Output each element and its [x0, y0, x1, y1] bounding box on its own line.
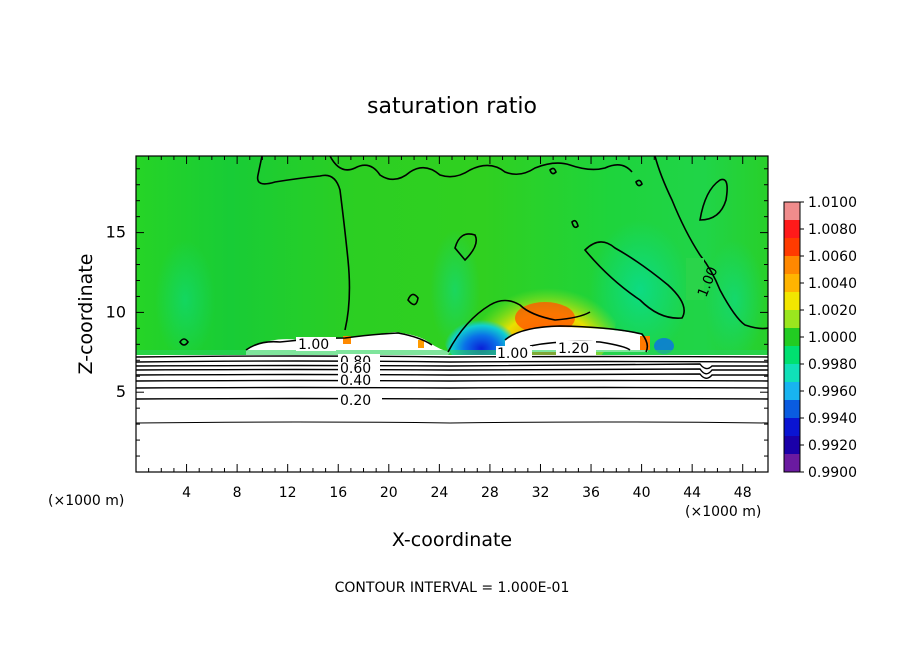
contour-1-20-inner: [529, 340, 631, 351]
contour-label: 1.20: [558, 341, 589, 357]
colorbar-swatch: [784, 310, 800, 329]
x-tick-label: 40: [633, 485, 651, 501]
contour-small-3: [549, 167, 557, 175]
colorbar-label: 1.0040: [808, 276, 857, 292]
x-tick-label: 4: [182, 485, 191, 501]
colorbar-swatch: [784, 382, 800, 401]
axis-ticks: [136, 156, 768, 472]
x-tick-label: 16: [329, 485, 347, 501]
cyan-region-left: [155, 240, 215, 360]
contour-label: 0.20: [340, 393, 371, 409]
x-tick-label: 8: [233, 485, 242, 501]
contour-0-30: [136, 386, 768, 389]
contour-0-50: [136, 373, 768, 379]
cloud-region-right: [505, 327, 649, 352]
contour-0-40: [136, 379, 768, 382]
contour-left-cloud-edge: [245, 332, 433, 351]
contour-right-cloud-edge: [504, 325, 649, 353]
contour-0-80: [136, 360, 768, 363]
x-tick-label: 24: [430, 485, 448, 501]
colorbar-swatch: [784, 364, 800, 383]
contour-small-2: [179, 338, 189, 346]
contours-lower: [136, 355, 768, 424]
colorbar-swatch: [784, 274, 800, 293]
contours-upper: [179, 156, 768, 353]
colorbar-label: 1.0080: [808, 222, 857, 238]
orange-rim-left: [343, 336, 351, 344]
colorbar-label: 0.9940: [808, 411, 857, 427]
x-tick-label: 12: [279, 485, 297, 501]
contour-1-00-right-loop: [699, 178, 728, 221]
colorbar-swatch: [784, 418, 800, 437]
boundary-strip: [136, 350, 768, 355]
x-tick-label: 48: [734, 485, 752, 501]
x-axis-title: X-coordinate: [392, 529, 512, 551]
contour-0-70: [136, 363, 768, 370]
colorbar-label: 1.0060: [808, 249, 857, 265]
contour-0-20: [136, 397, 768, 400]
colorbar-label: 0.9980: [808, 357, 857, 373]
colorbar-swatch: [784, 346, 800, 365]
x-unit-label-left: (×1000 m): [48, 493, 124, 509]
x-tick-label: 32: [532, 485, 550, 501]
contour-1-00-right: [654, 156, 768, 330]
colorbar-label: 0.9900: [808, 465, 857, 481]
orange-rim-mid: [418, 340, 424, 348]
contour-label: 0.40: [340, 373, 371, 389]
contour-interval-note: CONTOUR INTERVAL = 1.000E-01: [335, 580, 570, 596]
colorbar-swatch: [784, 220, 800, 239]
x-unit-label-right: (×1000 m): [685, 504, 761, 520]
contour-1-00-left: [256, 156, 351, 331]
colorbar-swatch: [784, 292, 800, 311]
y-tick-label: 5: [116, 382, 126, 401]
x-tick-labels: 4 8 12 16 20 24 28 32 36 40 44 48: [182, 485, 752, 501]
colorbar: 1.0100 1.0080 1.0060 1.0040 1.0020 1.0000 0.99…: [783, 195, 857, 481]
contour-label: 1.00: [497, 346, 528, 362]
contour-small-1: [407, 293, 419, 306]
x-tick-label: 36: [582, 485, 600, 501]
contour-0-90: [136, 355, 768, 358]
contour-small-4: [635, 179, 643, 187]
plot-area: 1.00 1.00 1.00 1.20 0.80 0.60 0.40 0.20: [136, 156, 768, 472]
y-tick-label: 10: [106, 302, 126, 321]
y-tick-labels: 5 10 15: [106, 223, 126, 402]
cyan-region-far-right: [705, 240, 765, 360]
colorbar-swatch: [784, 256, 800, 275]
colorbar-swatch: [784, 328, 800, 347]
colorbar-label: 1.0100: [808, 195, 857, 211]
colorbar-swatch: [784, 238, 800, 257]
x-tick-label: 20: [380, 485, 398, 501]
colorbar-swatch: [784, 202, 800, 221]
contour-1-00-patch: [583, 241, 685, 319]
colorbar-label: 0.9960: [808, 384, 857, 400]
contour-1-00-top: [329, 156, 633, 181]
lower-region: [136, 355, 768, 472]
contour-label: 1.00: [298, 337, 329, 353]
contour-labels: 1.00 1.00 1.00 1.20 0.80 0.60 0.40 0.20: [296, 258, 721, 409]
y-tick-label: 15: [106, 223, 126, 242]
contour-small-5: [571, 219, 579, 229]
chart-title: saturation ratio: [367, 94, 537, 119]
colorbar-label: 0.9920: [808, 438, 857, 454]
contour-0-10: [136, 421, 768, 424]
orange-rim-right: [640, 336, 650, 350]
colorbar-label: 1.0000: [808, 330, 857, 346]
contour-0-60: [136, 368, 768, 375]
contour-1-00-mid: [454, 233, 478, 262]
contour-1-00-plume: [447, 299, 591, 353]
colorbar-swatch: [784, 436, 800, 455]
colorbar-swatch: [784, 400, 800, 419]
x-tick-label: 28: [481, 485, 499, 501]
y-axis-title: Z-coordinate: [75, 254, 97, 375]
colorbar-swatch: [784, 454, 800, 473]
colorbar-label: 1.0020: [808, 303, 857, 319]
x-tick-label: 44: [683, 485, 701, 501]
